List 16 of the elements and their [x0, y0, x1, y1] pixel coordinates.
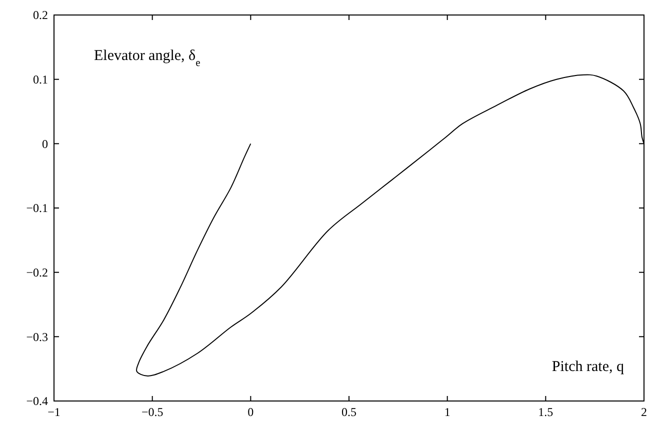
y-tick-label: −0.4	[26, 394, 48, 408]
y-tick-label: −0.3	[26, 330, 48, 344]
y-tick-label: 0.2	[33, 8, 48, 22]
x-tick-label: 1	[444, 405, 450, 419]
x-tick-label: 0	[248, 405, 254, 419]
y-tick-label: −0.1	[26, 201, 48, 216]
y-tick-label: −0.2	[26, 266, 48, 280]
y-tick-label: 0.1	[33, 72, 48, 87]
x-tick-label: −0.5	[141, 405, 164, 419]
x-tick-label: 2	[641, 405, 647, 419]
x-tick-label: 1.5	[538, 405, 554, 419]
y-axis-title: Elevator angle, δ$_{e}$	[94, 48, 201, 68]
y-tick-label: 0	[42, 136, 48, 151]
x-axis-title: Pitch rate, q	[552, 359, 624, 375]
x-tick-label: −1	[48, 405, 60, 419]
x-tick-label: 0.5	[342, 405, 356, 419]
